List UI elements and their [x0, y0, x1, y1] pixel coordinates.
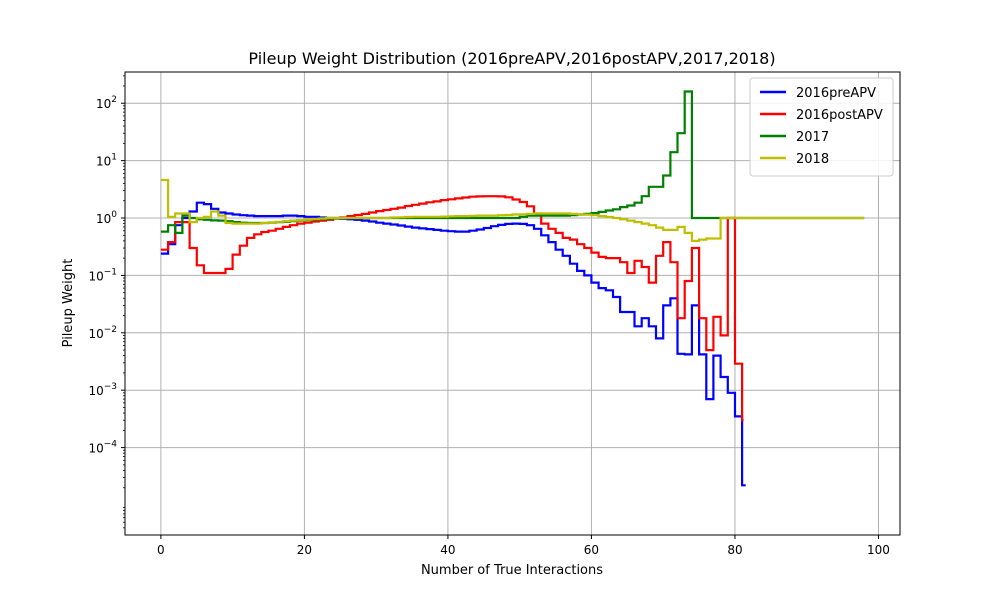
x-tick-label: 0 [157, 543, 165, 557]
x-tick-label: 80 [727, 543, 742, 557]
y-tick-label: 100 [96, 210, 117, 226]
series-line-2018 [160, 178, 865, 242]
x-tick-label: 60 [584, 543, 599, 557]
y-tick-label: 10−4 [88, 440, 117, 456]
y-tick-label: 10−3 [88, 382, 117, 398]
x-axis-label: Number of True Interactions [421, 563, 603, 578]
chart-title: Pileup Weight Distribution (2016preAPV,2… [248, 49, 775, 68]
y-tick-label: 10−2 [88, 325, 117, 341]
y-tick-label: 101 [96, 153, 117, 169]
legend-box [749, 77, 894, 177]
y-tick-label: 10−1 [88, 267, 117, 283]
legend-label: 2016postAPV [796, 108, 883, 123]
plot-area-frame [124, 71, 901, 536]
series-line-2016preAPV [160, 201, 746, 487]
legend-label: 2016preAPV [796, 86, 876, 101]
x-tick-label: 20 [297, 543, 312, 557]
legend-label: 2018 [796, 152, 829, 167]
y-tick-label: 102 [96, 95, 117, 111]
y-axis-label: Pileup Weight [61, 259, 76, 348]
x-axis: 0 20 40 60 80 100 [157, 535, 890, 557]
x-tick-label: 40 [440, 543, 455, 557]
y-axis: 10−4 10−3 10−2 10−1 100 101 102 [88, 75, 125, 529]
series-line-2017 [160, 90, 865, 234]
legend: 2016preAPV 2016postAPV 2017 2018 [749, 77, 894, 177]
series-line-2016postAPV [160, 195, 744, 422]
legend-label: 2017 [796, 130, 829, 145]
series-layer [160, 90, 865, 487]
x-tick-label: 100 [867, 543, 890, 557]
